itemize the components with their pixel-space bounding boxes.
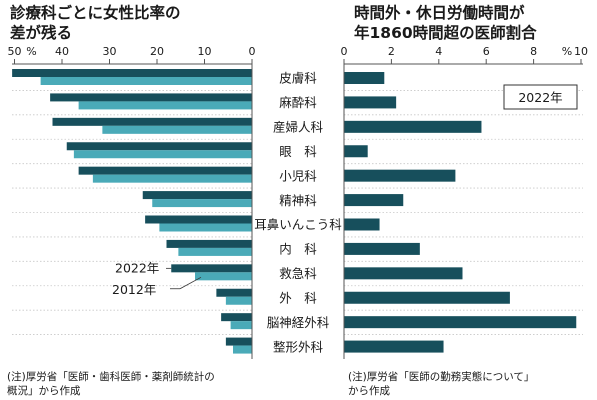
left-chart-note: (注)厚労省「医師・歯科医師・薬剤師統計の 概況」から作成 (7, 370, 215, 398)
left-bar-2012 (195, 272, 252, 281)
left-bar-2022 (221, 313, 252, 322)
category-label: 外 科 (279, 290, 317, 305)
category-label: 皮膚科 (279, 71, 317, 86)
right-bar-2022 (344, 120, 482, 133)
right-axis-tick-label: 0 (341, 45, 348, 58)
left-bar-2012 (40, 77, 252, 85)
left-axis-tick-label: 20 (150, 45, 164, 58)
category-label: 眼 科 (279, 144, 317, 159)
right-bar-2022 (344, 267, 463, 280)
left-bar-2022 (50, 93, 252, 102)
right-chart-note: (注)厚労省「医師の勤務実態について」 から作成 (348, 370, 534, 398)
left-axis-unit-label: % (26, 45, 36, 58)
right-bar-2022 (344, 218, 380, 231)
left-axis-tick-label: 0 (249, 45, 256, 58)
right-note-line-2: から作成 (348, 385, 390, 397)
left-bar-2022 (66, 142, 252, 151)
left-title-line-1: 診療科ごとに女性比率の (10, 4, 181, 22)
right-chart-title: 時間外・休日労働時間が 年1860時間超の医師割合 (354, 3, 537, 43)
right-axis-tick-label: 10 (574, 45, 588, 58)
right-bar-2022 (344, 194, 404, 207)
left-bar-2022 (145, 215, 252, 224)
right-title-line-2: 年1860時間超の医師割合 (354, 24, 537, 42)
left-bar-2012 (225, 296, 252, 305)
category-label: 産婦人科 (273, 120, 324, 135)
left-note-line-2: 概況」から作成 (7, 385, 81, 397)
left-note-line-1: (注)厚労省「医師・歯科医師・薬剤師統計の (7, 371, 215, 383)
category-label: 脳神経外科 (267, 315, 330, 330)
left-bar-2022 (166, 239, 252, 248)
left-bar-2012 (152, 199, 252, 208)
left-axis-tick-label: 50 (8, 45, 22, 58)
right-bar-2022 (344, 145, 368, 158)
left-bar-2012 (233, 345, 252, 354)
category-label: 小児科 (279, 168, 317, 183)
legend-label-2022: 2022年 (115, 260, 159, 275)
category-label: 耳鼻いんこう科 (254, 217, 342, 232)
left-bar-2012 (159, 223, 252, 232)
right-axis-tick-label: 2 (388, 45, 395, 58)
year-label: 2022年 (518, 90, 562, 105)
right-title-line-1: 時間外・休日労働時間が (354, 4, 525, 22)
right-axis-tick-label: 8 (530, 45, 537, 58)
left-bar-2022 (142, 191, 252, 200)
right-note-line-1: (注)厚労省「医師の勤務実態について」 (348, 371, 535, 383)
left-bar-2022 (12, 69, 252, 77)
right-axis-tick-label: 4 (435, 45, 442, 58)
left-bar-2022 (78, 166, 252, 175)
right-bar-2022 (344, 340, 444, 353)
category-label: 救急科 (279, 266, 317, 281)
left-axis-tick-label: 30 (103, 45, 117, 58)
right-bar-2022 (344, 316, 577, 329)
right-bar-2022 (344, 72, 385, 84)
category-label: 整形外科 (273, 339, 324, 354)
left-chart-title: 診療科ごとに女性比率の 差が残る (10, 3, 181, 43)
left-bar-2012 (73, 150, 252, 159)
right-bar-2022 (344, 96, 397, 109)
right-bar-2022 (344, 169, 456, 182)
category-label: 麻酔科 (279, 95, 317, 110)
left-bar-2012 (178, 247, 252, 256)
legend-leader-2012-v (179, 276, 202, 290)
left-bar-2022 (52, 117, 252, 126)
left-bar-2012 (102, 125, 252, 134)
left-bar-2022 (171, 264, 252, 273)
left-bar-2022 (216, 288, 252, 297)
category-label: 内 科 (279, 242, 317, 257)
legend-label-2012: 2012年 (112, 282, 156, 297)
right-axis-tick-label: 6 (483, 45, 490, 58)
left-axis-tick-label: 10 (198, 45, 212, 58)
category-label: 精神科 (279, 193, 317, 208)
left-title-line-2: 差が残る (10, 24, 73, 42)
right-bar-2022 (344, 291, 510, 304)
left-bar-2012 (230, 321, 252, 330)
left-bar-2022 (225, 337, 252, 346)
year-label-box (503, 84, 578, 110)
right-axis-unit-label: % (562, 45, 572, 58)
right-bar-2022 (344, 242, 420, 255)
left-bar-2012 (92, 174, 252, 183)
left-axis-tick-label: 40 (55, 45, 69, 58)
left-bar-2012 (78, 101, 252, 110)
